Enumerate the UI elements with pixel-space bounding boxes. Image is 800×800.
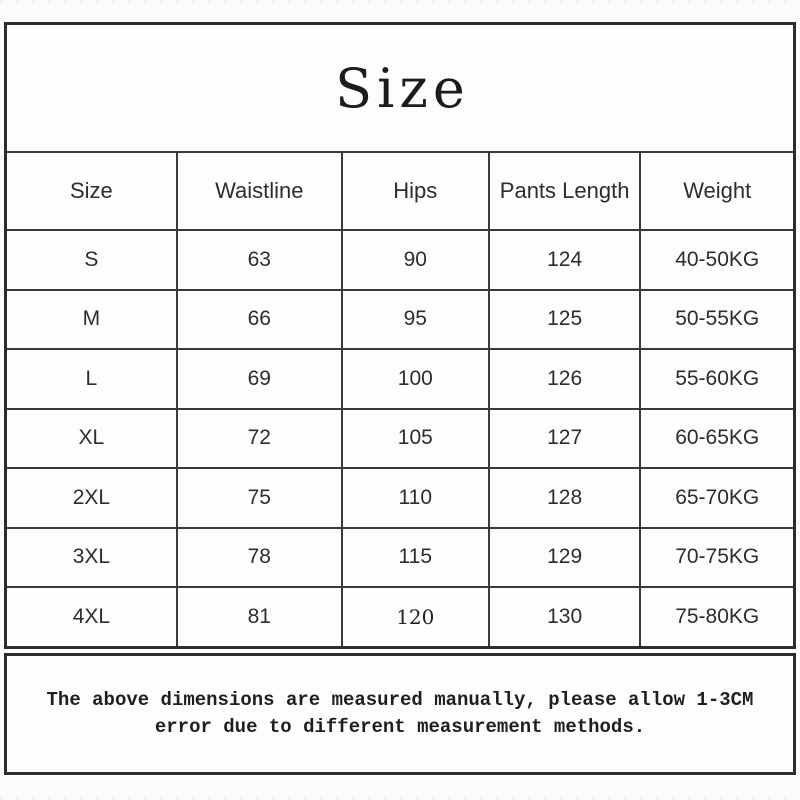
page-title: Size [335, 56, 470, 120]
table-cell: 127 [488, 408, 642, 469]
size-chart-box: Size Size Waistline Hips Pants Length Weight… [4, 22, 796, 649]
size-table-body: Size Waistline Hips Pants Length Weight S 63 90… [7, 153, 793, 646]
column-header: Hips [341, 153, 490, 231]
table-cell: 4XL [7, 587, 178, 646]
table-cell: L [7, 349, 178, 410]
table-row: M 66 95 125 50-55KG [7, 289, 793, 350]
table-cell: 3XL [7, 527, 178, 588]
table-cell: 126 [488, 349, 642, 410]
table-cell: 81 [176, 587, 343, 646]
table-cell: 65-70KG [640, 468, 793, 529]
table-cell: 115 [341, 527, 490, 588]
size-chart-title-section: Size [7, 25, 793, 153]
table-cell: 60-65KG [640, 408, 793, 469]
column-header: Waistline [176, 153, 343, 231]
table-cell: 75 [176, 468, 343, 529]
column-header: Weight [640, 153, 793, 231]
header-row: Size Waistline Hips Pants Length Weight [7, 153, 793, 231]
table-cell: 129 [488, 527, 642, 588]
table-row: XL 72 105 127 60-65KG [7, 408, 793, 469]
table-cell: 72 [176, 408, 343, 469]
table-cell: 95 [341, 289, 490, 350]
table-cell: 70-75KG [640, 527, 793, 588]
table-cell: S [7, 230, 178, 291]
size-table: Size Waistline Hips Pants Length Weight S 63 90… [7, 153, 793, 646]
table-cell: 66 [176, 289, 343, 350]
table-cell: 125 [488, 289, 642, 350]
table-cell: 110 [341, 468, 490, 529]
table-cell: 128 [488, 468, 642, 529]
table-cell: 69 [176, 349, 343, 410]
table-cell: 100 [341, 349, 490, 410]
column-header: Pants Length [488, 153, 642, 231]
table-cell: 2XL [7, 468, 178, 529]
table-cell: 78 [176, 527, 343, 588]
table-cell: XL [7, 408, 178, 469]
table-cell: 105 [341, 408, 490, 469]
table-cell: 40-50KG [640, 230, 793, 291]
table-row: L 69 100 126 55-60KG [7, 349, 793, 410]
table-cell: M [7, 289, 178, 350]
table-cell: 75-80KG [675, 604, 760, 628]
table-cell: 120 [341, 587, 490, 646]
table-cell: 90 [341, 230, 490, 291]
table-cell: 124 [488, 230, 642, 291]
table-cell: 55-60KG [640, 349, 793, 410]
table-cell: 63 [176, 230, 343, 291]
measurement-note-box: The above dimensions are measured manual… [4, 653, 796, 775]
measurement-note-line-2: error due to different measurement metho… [154, 716, 646, 738]
column-header: Size [7, 153, 178, 231]
table-row: 3XL 78 115 129 70-75KG [7, 527, 793, 588]
table-row: 4XL 81 120 130 75-80KG [7, 587, 793, 646]
edge-artifact-bottom [0, 794, 800, 800]
table-row: S 63 90 124 40-50KG [7, 230, 793, 291]
table-cell: 130 [488, 587, 642, 646]
edge-artifact-top [0, 0, 800, 6]
measurement-note-line-1: The above dimensions are measured manual… [46, 689, 754, 711]
table-row: 2XL 75 110 128 65-70KG [7, 468, 793, 529]
table-cell: 50-55KG [640, 289, 793, 350]
